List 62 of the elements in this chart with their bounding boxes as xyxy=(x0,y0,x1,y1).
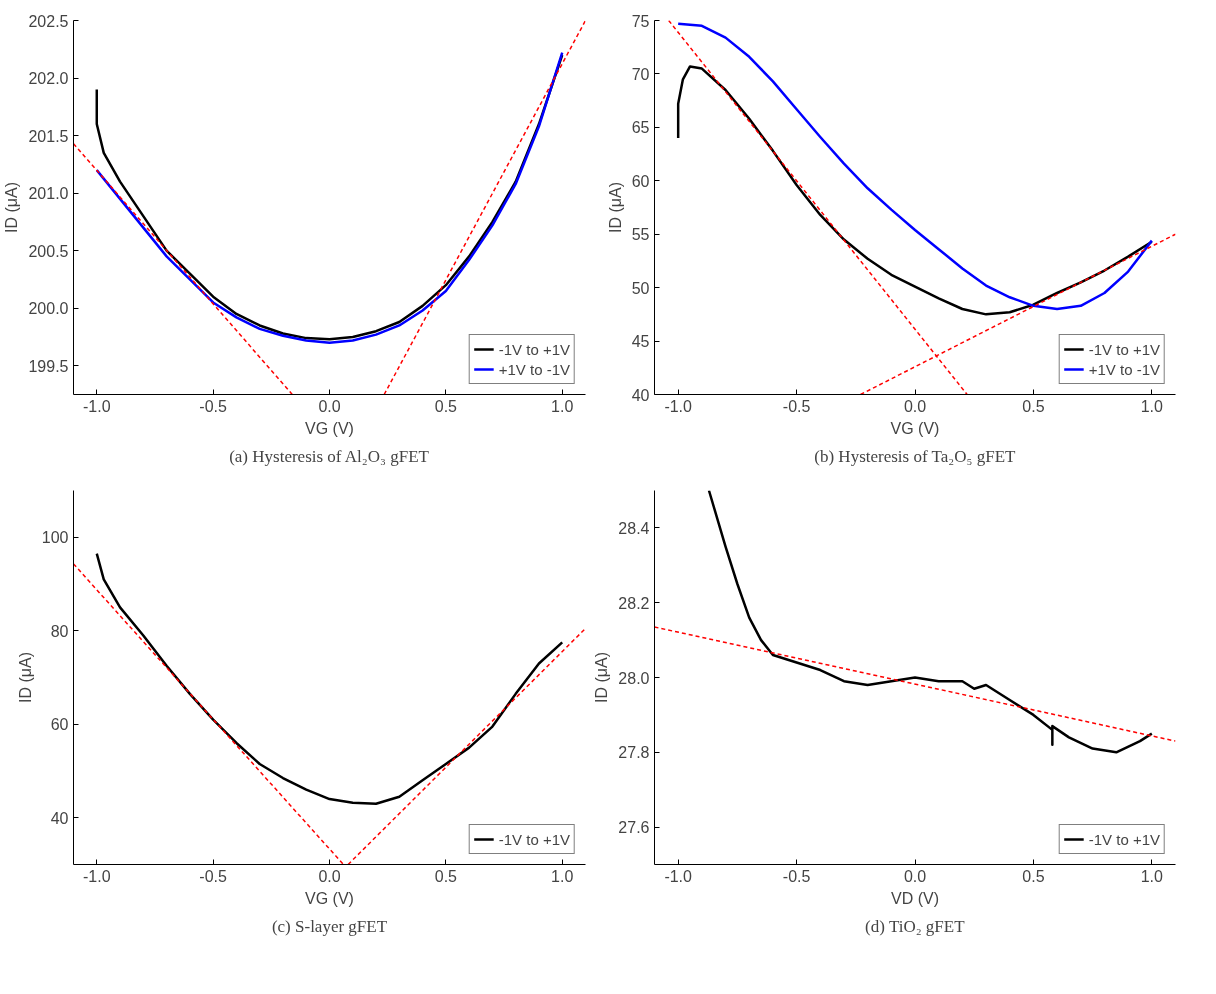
y-tick-label: 28.0 xyxy=(618,669,650,687)
y-tick-label: 75 xyxy=(631,12,650,30)
legend-label: +1V to -1V xyxy=(1088,360,1160,378)
x-axis-title: VD (V) xyxy=(891,889,939,907)
x-tick-label: 0.5 xyxy=(1022,397,1045,415)
y-axis-title: ID (μA) xyxy=(606,182,624,233)
x-tick-label: 1.0 xyxy=(1140,867,1164,885)
x-tick-label: -0.5 xyxy=(782,397,811,415)
x-tick-label: 0.0 xyxy=(318,867,341,885)
y-axis-title: ID (μA) xyxy=(3,182,21,233)
x-tick-label: -1.0 xyxy=(664,867,693,885)
text: (b) Hysteresis of Ta₂O₅ gFET xyxy=(814,446,1017,466)
y-tick-label: 65 xyxy=(631,119,650,137)
y-tick-label: 200.5 xyxy=(28,242,69,260)
y-tick-label: 45 xyxy=(631,333,650,351)
y-tick-label: 100 xyxy=(41,529,69,547)
y-tick-label: 202.0 xyxy=(28,70,69,88)
legend-label: -1V to +1V xyxy=(498,830,570,848)
y-tick-label: 199.5 xyxy=(28,357,69,375)
y-axis-title: ID (μA) xyxy=(16,652,34,703)
y-tick-label: 27.6 xyxy=(618,819,650,837)
x-tick-label: 0.0 xyxy=(318,397,341,415)
x-tick-label: 0.0 xyxy=(903,397,927,415)
x-tick-label: -1.0 xyxy=(664,397,693,415)
y-tick-label: 201.5 xyxy=(28,127,69,145)
x-tick-label: 1.0 xyxy=(551,397,574,415)
y-tick-label: 70 xyxy=(631,65,650,83)
legend-label: -1V to +1V xyxy=(1088,830,1160,848)
x-tick-label: -1.0 xyxy=(82,397,111,415)
x-tick-label: 0.5 xyxy=(434,397,458,415)
x-tick-label: -0.5 xyxy=(199,867,228,885)
x-tick-label: 1.0 xyxy=(1140,397,1164,415)
legend-label: -1V to +1V xyxy=(498,340,570,358)
y-tick-label: 60 xyxy=(631,172,650,190)
x-tick-label: -0.5 xyxy=(199,397,228,415)
text: (d) TiO₂ gFET xyxy=(865,916,966,936)
y-tick-label: 200.0 xyxy=(28,300,69,318)
y-tick-label: 202.5 xyxy=(28,12,69,30)
y-tick-label: 60 xyxy=(50,716,69,734)
text: (a) Hysteresis of Al₂O₃ gFET xyxy=(229,446,430,466)
x-axis-title: VG (V) xyxy=(890,419,940,437)
x-tick-label: 1.0 xyxy=(551,867,574,885)
y-tick-label: 55 xyxy=(631,226,650,244)
x-axis-title: VG (V) xyxy=(305,419,354,437)
x-tick-label: 0.5 xyxy=(1022,867,1045,885)
y-tick-label: 201.0 xyxy=(28,185,69,203)
text: (c) S-layer gFET xyxy=(271,916,388,936)
y-tick-label: 28.4 xyxy=(618,519,650,537)
x-tick-label: 0.5 xyxy=(434,867,458,885)
y-axis-title: ID (μA) xyxy=(593,652,611,703)
x-axis-title: VG (V) xyxy=(305,889,354,907)
legend-label: -1V to +1V xyxy=(1088,340,1160,358)
y-tick-label: 80 xyxy=(50,622,69,640)
y-tick-label: 40 xyxy=(50,809,69,827)
y-tick-label: 27.8 xyxy=(618,744,650,762)
x-tick-label: -0.5 xyxy=(782,867,811,885)
x-tick-label: 0.0 xyxy=(903,867,927,885)
y-tick-label: 50 xyxy=(631,279,650,297)
legend-label: +1V to -1V xyxy=(498,360,570,378)
y-tick-label: 40 xyxy=(631,386,650,404)
y-tick-label: 28.2 xyxy=(618,594,650,612)
x-tick-label: -1.0 xyxy=(82,867,111,885)
